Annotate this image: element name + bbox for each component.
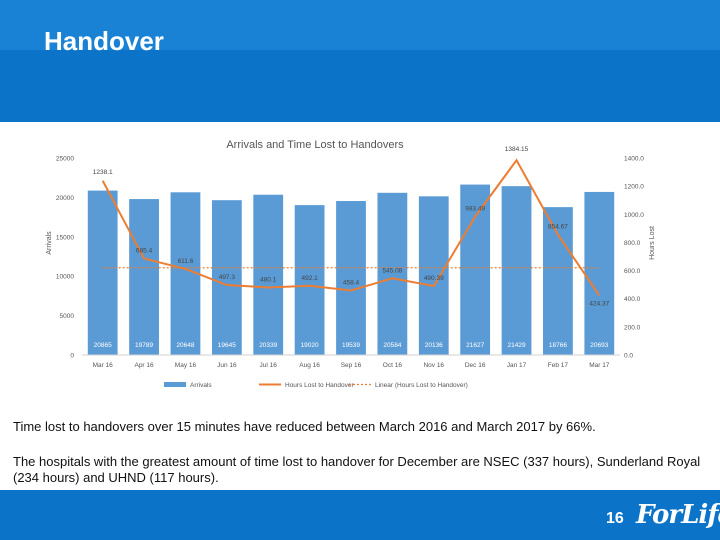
x-tick-label: Oct 16 (383, 362, 403, 369)
x-tick-label: Mar 17 (589, 362, 610, 369)
chart-container: Arrivals and Time Lost to Handovers Arri… (40, 125, 670, 403)
bar-value-label: 20584 (383, 342, 401, 349)
legend-trendline-label: Linear (Hours Lost to Handover) (375, 382, 468, 389)
bar-value-label: 20136 (425, 342, 443, 349)
bar-apr-16 (129, 199, 159, 355)
x-tick-label: May 16 (175, 362, 197, 369)
x-tick-label: Dec 16 (465, 362, 486, 369)
bar-value-label: 19645 (218, 342, 236, 349)
bar-value-label: 21429 (507, 342, 525, 349)
slide-title: Handover (44, 26, 164, 56)
y-tick-label: 5000 (60, 313, 75, 320)
bar-value-label: 20693 (590, 342, 608, 349)
y2-axis-label: Hours Lost (649, 226, 656, 260)
bar-sep-16 (336, 201, 366, 355)
bar-value-label: 21627 (466, 342, 484, 349)
bar-value-label: 19020 (301, 342, 319, 349)
line-value-label: 1238.1 (93, 169, 113, 176)
x-tick-label: Feb 17 (548, 362, 569, 369)
y2-tick-label: 800.0 (624, 240, 641, 247)
y2-tick-label: 400.0 (624, 296, 641, 303)
x-tick-label: Mar 16 (93, 362, 114, 369)
x-tick-label: Jun 16 (217, 362, 237, 369)
header-highlight (0, 0, 720, 50)
y-tick-label: 10000 (56, 274, 74, 281)
line-value-label: 685.4 (136, 248, 153, 255)
bar-value-label: 20648 (176, 342, 194, 349)
bar-mar-17 (584, 191, 615, 355)
bar-value-label: 20865 (94, 342, 112, 349)
bar-jun-16 (211, 200, 242, 355)
forlife-logo: ForLife (636, 500, 720, 530)
arrivals-chart: Arrivals and Time Lost to Handovers Arri… (40, 125, 670, 403)
summary-paragraph: Time lost to handovers over 15 minutes h… (13, 419, 596, 434)
bar-jan-17 (501, 186, 532, 355)
bar-nov-16 (418, 196, 449, 355)
y2-tick-label: 1200.0 (624, 184, 644, 191)
x-tick-label: Nov 16 (423, 362, 444, 369)
y-tick-label: 20000 (56, 195, 74, 202)
bar-feb-17 (543, 207, 573, 355)
line-value-label: 497.3 (219, 274, 236, 281)
chart-title: Arrivals and Time Lost to Handovers (226, 139, 404, 151)
legend-arrivals-label: Arrivals (190, 382, 212, 389)
bar-value-label: 18766 (549, 342, 567, 349)
line-value-label: 490.39 (424, 275, 444, 282)
legend-arrivals-swatch (164, 382, 186, 387)
line-value-label: 1384.15 (505, 146, 529, 153)
footer-band (0, 490, 720, 540)
page-number: 16 (606, 510, 624, 527)
y2-tick-label: 600.0 (624, 268, 641, 275)
x-tick-label: Sep 16 (341, 362, 362, 369)
hours-lost-line (101, 158, 601, 296)
bar-value-label: 19789 (135, 342, 153, 349)
x-tick-label: Jul 16 (260, 362, 278, 369)
line-value-label: 611.6 (178, 258, 194, 265)
y2-tick-label: 1400.0 (624, 156, 644, 163)
hospital-paragraph: The hospitals with the greatest amount o… (13, 454, 701, 485)
x-tick-label: Jan 17 (507, 362, 527, 369)
legend-hours-lost-label: Hours Lost to Handover (285, 382, 354, 389)
x-tick-label: Aug 16 (299, 362, 320, 369)
y-tick-label: 0 (70, 353, 74, 360)
y2-tick-label: 1000.0 (624, 212, 644, 219)
bar-dec-16 (460, 184, 491, 355)
y2-tick-label: 0.0 (624, 353, 633, 360)
y-axis-label: Arrivals (46, 231, 53, 255)
line-value-label: 480.1 (260, 276, 277, 283)
x-tick-label: Apr 16 (134, 362, 154, 369)
line-value-label: 458.4 (343, 279, 360, 286)
bar-jul-16 (253, 194, 284, 355)
line-value-label: 983.49 (465, 206, 485, 213)
line-value-label: 545.08 (382, 267, 402, 274)
y2-tick-label: 200.0 (624, 324, 641, 331)
bar-aug-16 (294, 205, 325, 355)
y-tick-label: 15000 (56, 234, 74, 241)
line-value-label: 854.67 (548, 224, 568, 231)
line-value-label: 424.37 (589, 300, 609, 307)
bar-oct-16 (377, 192, 408, 355)
bar-value-label: 19539 (342, 342, 360, 349)
y-tick-label: 25000 (56, 156, 74, 163)
bar-mar-16 (87, 190, 118, 355)
line-value-label: 492.1 (301, 275, 318, 282)
bar-value-label: 20339 (259, 342, 277, 349)
